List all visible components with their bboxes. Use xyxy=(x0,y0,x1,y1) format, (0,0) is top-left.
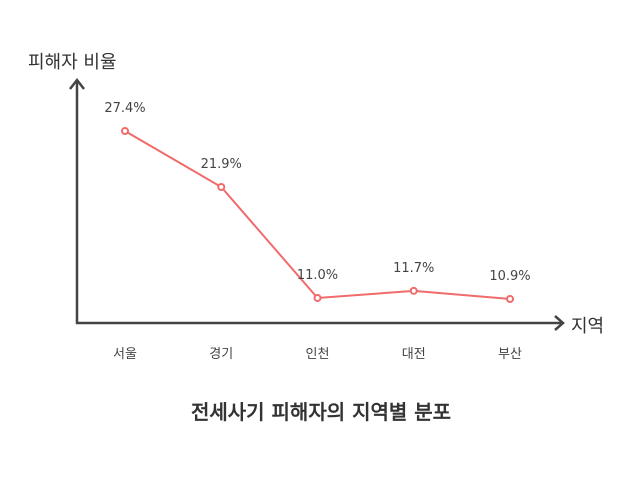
data-points xyxy=(121,127,514,303)
data-point xyxy=(121,127,129,135)
data-point xyxy=(409,286,418,295)
data-point xyxy=(506,295,514,303)
x-axis-arrow-icon xyxy=(554,315,565,331)
x-axis-title: 지역 xyxy=(571,316,605,337)
axes xyxy=(69,77,565,331)
x-tick-label: 경기 xyxy=(209,347,233,362)
x-tick-label: 대전 xyxy=(402,347,426,362)
data-label: 11.0% xyxy=(297,268,338,283)
y-axis-title: 피해자 비율 xyxy=(28,52,117,73)
data-label: 21.9% xyxy=(201,157,242,172)
data-labels: 27.4% 21.9% 11.0% 11.7% 10.9% xyxy=(104,101,530,284)
data-label: 27.4% xyxy=(104,101,145,116)
data-point xyxy=(313,293,322,302)
data-point xyxy=(217,183,226,191)
y-axis-arrow-icon xyxy=(69,77,85,90)
x-tick-label: 서울 xyxy=(113,347,137,362)
x-tick-label: 부산 xyxy=(498,347,522,362)
x-tick-label: 인천 xyxy=(306,347,330,362)
data-label: 10.9% xyxy=(489,269,530,284)
chart-title: 전세사기 피해자의 지역별 분포 xyxy=(190,400,452,424)
x-tick-labels: 서울 경기 인천 대전 부산 xyxy=(113,347,522,362)
data-label: 11.7% xyxy=(393,261,434,276)
